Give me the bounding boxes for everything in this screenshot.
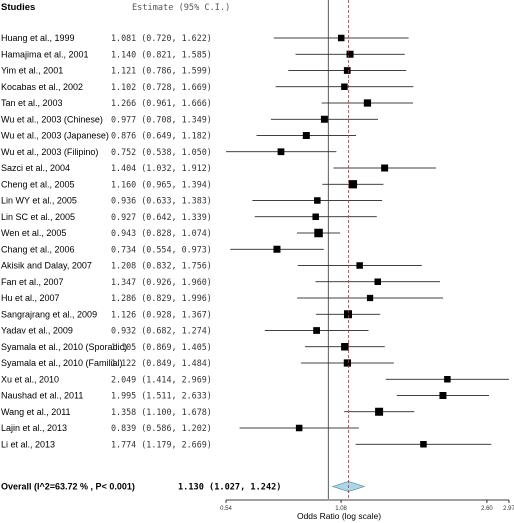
study-estimate: 1.286 (0.829, 1.996) bbox=[111, 293, 212, 303]
study-point-estimate bbox=[374, 278, 381, 285]
study-estimate: 1.140 (0.821, 1.585) bbox=[111, 49, 212, 59]
study-estimate: 0.943 (0.828, 1.074) bbox=[111, 228, 212, 238]
study-label: Wang et al., 2011 bbox=[1, 407, 71, 417]
study-point-estimate bbox=[295, 424, 303, 432]
study-estimate: 1.347 (0.926, 1.960) bbox=[111, 277, 212, 287]
estimate-header: Estimate (95% C.I.) bbox=[132, 3, 230, 13]
study-estimate: 1.774 (1.179, 2.669) bbox=[111, 439, 212, 449]
study-estimate: 0.876 (0.649, 1.182) bbox=[111, 131, 212, 141]
study-point-estimate bbox=[313, 327, 320, 334]
x-axis-label: Odds Ratio (log scale) bbox=[297, 511, 381, 521]
study-label: Naushad et al., 2011 bbox=[1, 391, 83, 401]
study-label: Wen et al., 2005 bbox=[1, 228, 66, 238]
study-point-estimate bbox=[320, 115, 328, 123]
study-point-estimate bbox=[341, 343, 349, 351]
study-point-estimate bbox=[314, 197, 321, 204]
study-label: Tan et al., 2003 bbox=[1, 98, 63, 108]
study-estimate: 0.936 (0.633, 1.383) bbox=[111, 196, 212, 206]
study-estimate: 0.977 (0.708, 1.349) bbox=[111, 114, 212, 124]
study-point-estimate bbox=[341, 83, 348, 90]
study-estimate: 1.358 (1.100, 1.678) bbox=[111, 407, 212, 417]
study-point-estimate bbox=[302, 132, 310, 139]
study-point-estimate bbox=[375, 407, 384, 416]
study-estimate: 1.266 (0.961, 1.666) bbox=[111, 98, 212, 108]
study-label: Lin SC et al., 2005 bbox=[1, 212, 75, 222]
study-estimate: 1.995 (1.511, 2.633) bbox=[111, 391, 212, 401]
study-label: Yadav et al., 2009 bbox=[1, 326, 73, 336]
study-point-estimate bbox=[343, 359, 352, 367]
study-point-estimate bbox=[420, 441, 427, 448]
study-point-estimate bbox=[343, 67, 351, 74]
study-point-estimate bbox=[312, 213, 319, 220]
study-label: Lin WY et al., 2005 bbox=[1, 196, 77, 206]
study-point-estimate bbox=[348, 180, 358, 189]
study-label: Wu et al., 2003 (Filipino) bbox=[1, 147, 98, 157]
study-label: Hamajima et al., 2001 bbox=[1, 49, 89, 59]
overall-label: Overall (I^2=63.72 % , P< 0.001) bbox=[1, 482, 135, 492]
study-label: Xu et al., 2010 bbox=[1, 374, 59, 384]
studies-header: Studies bbox=[1, 2, 35, 13]
study-label: Akisik and Dalay, 2007 bbox=[1, 261, 92, 271]
study-label: Fan et al., 2007 bbox=[1, 277, 64, 287]
study-estimate: 0.839 (0.586, 1.202) bbox=[111, 423, 212, 433]
overall-estimate: 1.130 (1.027, 1.242) bbox=[178, 483, 281, 493]
x-axis: 0.54 1.08 2.60 2.97 bbox=[220, 0, 514, 512]
study-estimate: 1.081 (0.720, 1.622) bbox=[111, 33, 212, 43]
study-point-estimate bbox=[273, 245, 281, 253]
study-point-estimate bbox=[337, 34, 345, 42]
study-estimate: 0.932 (0.682, 1.274) bbox=[111, 326, 212, 336]
study-label: Wu et al., 2003 (Japanese) bbox=[1, 131, 109, 141]
study-point-estimate bbox=[381, 164, 389, 172]
x-tick-label: 2.60 bbox=[481, 506, 493, 512]
x-tick-label: 0.54 bbox=[220, 506, 232, 512]
study-estimate: 1.102 (0.728, 1.669) bbox=[111, 82, 212, 92]
study-point-estimate bbox=[277, 148, 285, 156]
study-label: Syamala et al., 2010 (Sporadic) bbox=[1, 342, 127, 352]
study-estimate: 1.404 (1.032, 1.912) bbox=[111, 163, 212, 173]
study-estimate: 0.927 (0.642, 1.339) bbox=[111, 212, 212, 222]
study-label: Wu et al., 2003 (Chinese) bbox=[1, 114, 103, 124]
study-label: Chang et al., 2006 bbox=[1, 244, 75, 254]
study-estimate: 1.126 (0.928, 1.367) bbox=[111, 309, 212, 319]
x-tick-label: 2.97 bbox=[503, 506, 514, 512]
study-estimate: 0.752 (0.538, 1.050) bbox=[111, 147, 212, 157]
study-point-estimate bbox=[346, 50, 354, 58]
study-estimate: 1.121 (0.786, 1.599) bbox=[111, 66, 212, 76]
study-estimate: 2.049 (1.414, 2.969) bbox=[111, 374, 212, 384]
study-point-estimate bbox=[439, 392, 447, 399]
x-tick-label: 1.08 bbox=[335, 506, 347, 512]
study-point-estimate bbox=[314, 228, 323, 238]
study-label: Li et al., 2013 bbox=[1, 439, 55, 449]
study-estimate: 1.122 (0.849, 1.484) bbox=[111, 358, 212, 368]
study-point-estimate bbox=[363, 99, 372, 107]
study-rows: Huang et al., 1999 1.081 (0.720, 1.622) Ha… bbox=[1, 33, 509, 493]
study-label: Syamala et al., 2010 (Familial) bbox=[1, 358, 123, 368]
study-label: Yim et al., 2001 bbox=[1, 66, 63, 76]
study-label: Huang et al., 1999 bbox=[1, 33, 75, 43]
study-label: Lajin et al., 2013 bbox=[1, 423, 67, 433]
study-label: Hu et al., 2007 bbox=[1, 293, 60, 303]
study-estimate: 0.734 (0.554, 0.973) bbox=[111, 244, 212, 254]
study-point-estimate bbox=[366, 294, 374, 302]
study-estimate: 1.160 (0.965, 1.394) bbox=[111, 179, 212, 189]
study-label: Kocabas et al., 2002 bbox=[1, 82, 83, 92]
study-estimate: 1.208 (0.832, 1.756) bbox=[111, 261, 212, 271]
study-label: Sazci et al., 2004 bbox=[1, 163, 70, 173]
study-point-estimate bbox=[356, 262, 363, 269]
study-point-estimate bbox=[444, 376, 451, 383]
study-label: Sangrajrang et al., 2009 bbox=[1, 309, 97, 319]
study-label: Cheng et al., 2005 bbox=[1, 179, 75, 189]
study-point-estimate bbox=[343, 310, 352, 319]
study-estimate: 1.105 (0.869, 1.405) bbox=[111, 342, 212, 352]
